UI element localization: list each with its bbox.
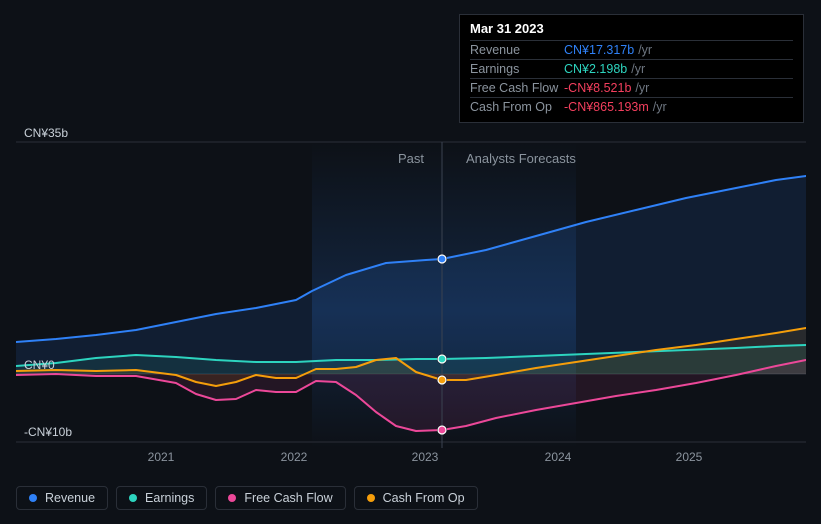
legend-dot-icon: [29, 494, 37, 502]
x-axis-label: 2025: [676, 450, 703, 464]
legend-dot-icon: [228, 494, 236, 502]
legend-item-earnings[interactable]: Earnings: [116, 486, 207, 510]
tooltip-row: Cash From Op -CN¥865.193m /yr: [470, 97, 793, 116]
legend-item-free-cash-flow[interactable]: Free Cash Flow: [215, 486, 345, 510]
legend-dot-icon: [367, 494, 375, 502]
chart-container: CN¥35b CN¥0 -CN¥10b 2021 2022 2023 2024 …: [16, 0, 821, 460]
legend-label: Earnings: [145, 491, 194, 505]
tooltip-value: CN¥17.317b: [564, 43, 634, 57]
tooltip-row: Revenue CN¥17.317b /yr: [470, 40, 793, 59]
legend-dot-icon: [129, 494, 137, 502]
y-axis-label: CN¥35b: [24, 126, 68, 140]
tooltip-unit: /yr: [638, 43, 652, 57]
legend-label: Revenue: [45, 491, 95, 505]
tooltip-label: Cash From Op: [470, 100, 564, 114]
tooltip-value: -CN¥865.193m: [564, 100, 649, 114]
legend-label: Cash From Op: [383, 491, 465, 505]
tooltip-value: CN¥2.198b: [564, 62, 627, 76]
tooltip-label: Free Cash Flow: [470, 81, 564, 95]
legend-item-cash-from-op[interactable]: Cash From Op: [354, 486, 478, 510]
past-section-label: Past: [398, 151, 424, 166]
tooltip-unit: /yr: [653, 100, 667, 114]
tooltip-label: Earnings: [470, 62, 564, 76]
x-axis-label: 2024: [545, 450, 572, 464]
x-axis-label: 2022: [281, 450, 308, 464]
tooltip-unit: /yr: [635, 81, 649, 95]
forecast-section-label: Analysts Forecasts: [466, 151, 576, 166]
chart-tooltip: Mar 31 2023 Revenue CN¥17.317b /yr Earni…: [459, 14, 804, 123]
x-axis-label: 2023: [412, 450, 439, 464]
tooltip-value: -CN¥8.521b: [564, 81, 631, 95]
chart-legend: Revenue Earnings Free Cash Flow Cash Fro…: [16, 486, 478, 510]
tooltip-label: Revenue: [470, 43, 564, 57]
tooltip-unit: /yr: [631, 62, 645, 76]
legend-item-revenue[interactable]: Revenue: [16, 486, 108, 510]
tooltip-title: Mar 31 2023: [470, 21, 793, 40]
legend-label: Free Cash Flow: [244, 491, 332, 505]
y-axis-label: -CN¥10b: [24, 425, 72, 439]
tooltip-row: Earnings CN¥2.198b /yr: [470, 59, 793, 78]
tooltip-row: Free Cash Flow -CN¥8.521b /yr: [470, 78, 793, 97]
y-axis-label: CN¥0: [24, 358, 55, 372]
x-axis-label: 2021: [148, 450, 175, 464]
